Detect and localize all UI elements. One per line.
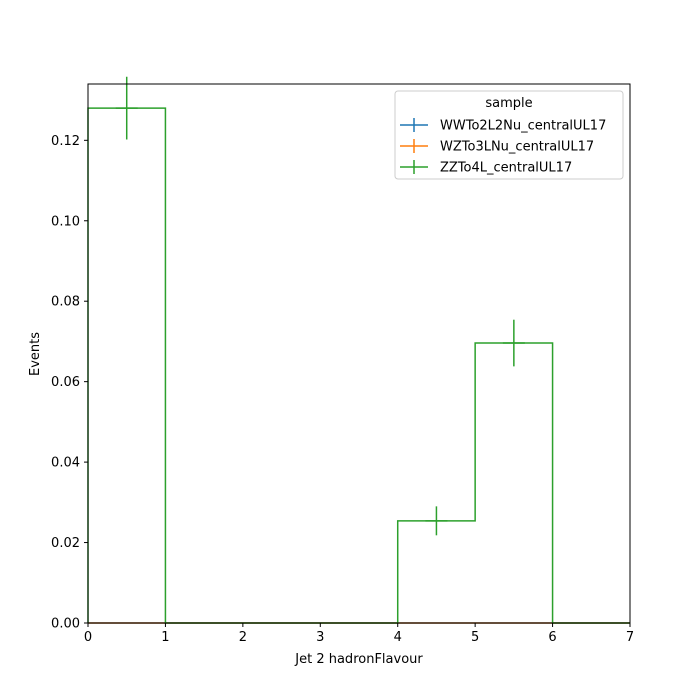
plot-frame <box>87 83 631 624</box>
y-tick-label: 0.06 <box>51 375 80 390</box>
legend-box <box>394 90 624 180</box>
x-tick-label: 2 <box>239 630 247 645</box>
y-tick-label: 0.04 <box>51 456 80 471</box>
legend-label: WWTo2L2Nu_centralUL17 <box>440 119 606 134</box>
x-tick-label: 1 <box>161 630 169 645</box>
x-axis-label: Jet 2 hadronFlavour <box>294 652 423 667</box>
y-tick-label: 0.00 <box>51 617 80 632</box>
legend-item: WZTo3LNu_centralUL17 <box>400 139 594 155</box>
y-tick-label: 0.12 <box>51 134 80 149</box>
x-tick-label: 7 <box>626 630 634 645</box>
x-tick-label: 6 <box>548 630 556 645</box>
histogram-step-line <box>87 107 630 624</box>
legend-item: WWTo2L2Nu_centralUL17 <box>400 118 606 134</box>
x-tick-label: 5 <box>471 630 479 645</box>
legend-item: ZZTo4L_centralUL17 <box>400 160 572 176</box>
legend-label: ZZTo4L_centralUL17 <box>440 161 572 176</box>
y-tick-label: 0.02 <box>51 536 80 551</box>
y-tick-label: 0.10 <box>51 214 80 229</box>
legend-label: WZTo3LNu_centralUL17 <box>440 140 594 155</box>
legend: sample WWTo2L2Nu_centralUL17 WZTo3LNu_cen… <box>394 90 624 180</box>
y-axis-label: Events <box>28 332 43 376</box>
axes-layer: 0 1 2 3 4 5 6 7 0.00 0.02 0.04 0.06 0.08 0.10 0.12 <box>51 134 634 645</box>
x-tick-label: 4 <box>394 630 402 645</box>
x-tick-label: 3 <box>316 630 324 645</box>
x-tick-label: 0 <box>84 630 92 645</box>
legend-title: sample <box>485 96 532 111</box>
y-tick-label: 0.08 <box>51 295 80 310</box>
